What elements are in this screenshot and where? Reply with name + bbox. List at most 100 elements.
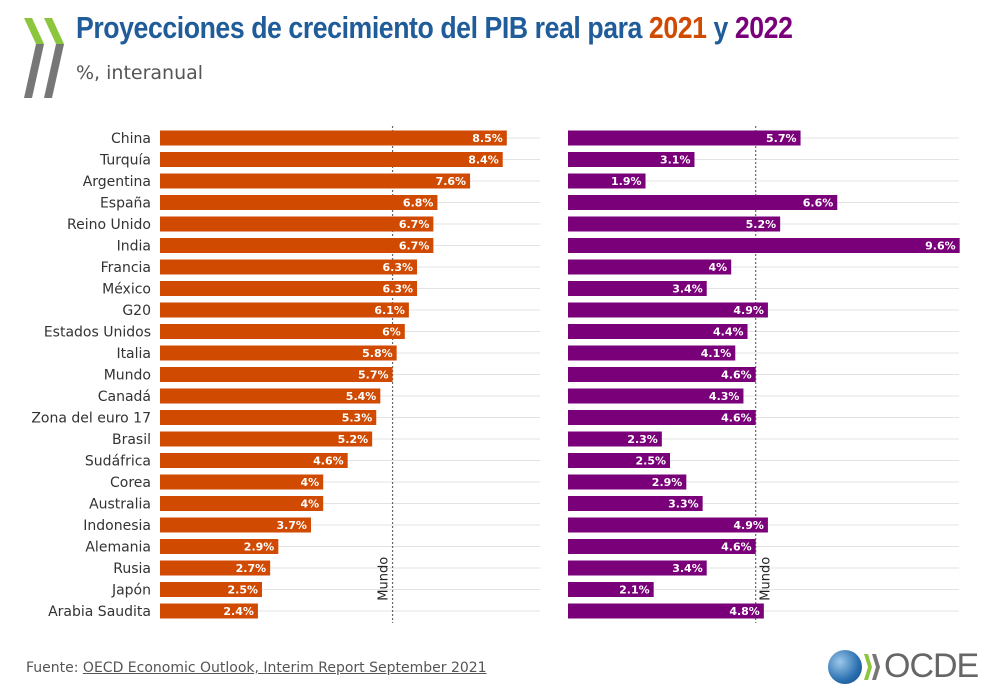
data-label: 2.1% (619, 584, 650, 597)
category-label: Zona del euro 17 (31, 411, 151, 427)
data-label: 2.5% (227, 584, 258, 597)
title-text-mid: y (706, 10, 735, 45)
data-label: 4% (709, 261, 728, 274)
bar-2022 (568, 195, 838, 210)
bar-2022 (568, 302, 768, 318)
data-label: 2.3% (627, 433, 658, 446)
data-label: 7.6% (436, 175, 467, 188)
bar-2022 (568, 345, 736, 361)
bar-2021 (160, 453, 348, 468)
category-label: Indonesia (83, 518, 151, 534)
title-text: Proyecciones de crecimiento del PIB real… (76, 10, 649, 45)
bar-2022 (568, 259, 732, 275)
bar-2021 (160, 367, 393, 382)
category-label: G20 (122, 303, 151, 319)
data-label: 4.3% (709, 390, 740, 403)
bar-2022 (568, 560, 707, 576)
bar-2021 (160, 259, 418, 275)
bar-2022 (568, 539, 756, 554)
data-label: 2.9% (244, 541, 275, 554)
bar-2021 (160, 238, 434, 253)
data-label: 4.6% (721, 412, 752, 425)
bar-2022 (568, 603, 764, 619)
data-label: 3.4% (672, 283, 703, 296)
data-label: 3.3% (668, 498, 699, 511)
data-label: 2.4% (223, 605, 254, 618)
data-label: 6.3% (383, 261, 414, 274)
category-label: China (111, 131, 151, 147)
category-label: Arabia Saudita (48, 604, 151, 620)
data-label: 4.9% (733, 304, 764, 317)
data-label: 4.6% (313, 455, 344, 468)
oecd-chevron-logo (24, 18, 64, 98)
bar-2021 (160, 431, 373, 447)
bar-2021 (160, 216, 434, 232)
bar-2021 (160, 410, 377, 425)
category-label: México (102, 282, 151, 298)
data-label: 2.7% (236, 562, 267, 575)
category-label: Australia (89, 497, 151, 513)
source-link[interactable]: OECD Economic Outlook, Interim Report Se… (82, 660, 487, 676)
data-label: 4.6% (721, 541, 752, 554)
bar-2021 (160, 603, 258, 619)
title-year-2022: 2022 (734, 10, 793, 45)
ocde-logo-text: OCDE (884, 647, 979, 685)
data-label: 8.4% (468, 154, 499, 167)
data-label: 9.6% (925, 240, 956, 253)
data-label: 4.9% (733, 519, 764, 532)
data-label: 5.7% (358, 369, 389, 382)
bar-2021 (160, 324, 405, 339)
data-label: 6% (382, 326, 401, 339)
bar-2022 (568, 410, 756, 425)
bar-2021 (160, 560, 271, 576)
bar-2022 (568, 453, 670, 468)
bar-2022 (568, 130, 801, 146)
data-label: 4.6% (721, 369, 752, 382)
bar-2021 (160, 582, 262, 597)
category-label: India (117, 239, 151, 255)
bar-2022 (568, 367, 756, 382)
data-label: 6.6% (803, 197, 834, 210)
data-label: 5.7% (766, 132, 797, 145)
bar-2022 (568, 281, 707, 296)
data-label: 4.1% (701, 347, 732, 360)
category-label: Argentina (83, 174, 151, 190)
data-label: 6.3% (383, 283, 414, 296)
category-label: Canadá (98, 389, 151, 405)
category-label: España (100, 196, 151, 212)
bar-2021 (160, 474, 324, 490)
bar-2022 (568, 582, 654, 597)
bar-2021 (160, 302, 409, 318)
category-label: Alemania (85, 540, 151, 556)
data-label: 8.5% (472, 132, 503, 145)
bar-2022 (568, 517, 768, 533)
reference-line-label: Mundo (377, 557, 392, 601)
data-label: 4.8% (729, 605, 760, 618)
bar-2021 (160, 130, 507, 146)
chevron-icon (864, 653, 880, 680)
source-label: Fuente: (26, 660, 83, 676)
data-label: 2.5% (635, 455, 666, 468)
category-label: Italia (116, 346, 151, 362)
data-label: 5.4% (346, 390, 377, 403)
data-label: 3.1% (660, 154, 691, 167)
data-label: 5.8% (362, 347, 393, 360)
category-label: Reino Unido (67, 217, 151, 233)
data-label: 6.7% (399, 240, 430, 253)
data-label: 6.8% (403, 197, 434, 210)
data-label: 4.4% (713, 326, 744, 339)
bar-2022 (568, 152, 695, 167)
category-label: Corea (110, 475, 151, 491)
category-label: Turquía (99, 153, 151, 169)
category-label: Brasil (112, 432, 151, 448)
category-label: Estados Unidos (44, 325, 151, 341)
category-label: Japón (111, 583, 151, 599)
chart-title: Proyecciones de crecimiento del PIB real… (76, 10, 793, 46)
data-label: 5.3% (342, 412, 373, 425)
bar-2021 (160, 152, 503, 167)
title-year-2021: 2021 (648, 10, 707, 45)
data-label: 2.9% (652, 476, 683, 489)
bar-2022 (568, 496, 703, 511)
